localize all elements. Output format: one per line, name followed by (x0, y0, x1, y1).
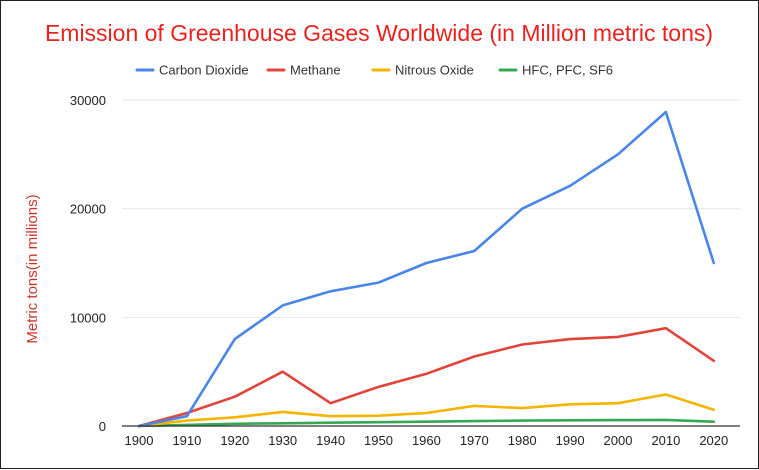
legend-item[interactable]: Nitrous Oxide (371, 63, 474, 78)
series-line-methane (137, 326, 716, 428)
y-axis-label: Metric tons(in millions) (24, 194, 41, 343)
data-point (376, 385, 380, 389)
gridlines (122, 99, 740, 318)
data-point (568, 184, 572, 188)
data-point (233, 422, 237, 426)
legend-item[interactable]: Carbon Dioxide (135, 63, 249, 78)
data-point (472, 249, 476, 253)
data-point (568, 418, 572, 422)
data-point (568, 337, 572, 341)
data-point (616, 335, 620, 339)
data-point (520, 406, 524, 410)
y-tick-label: 10000 (70, 310, 106, 325)
legend-label: Nitrous Oxide (395, 63, 474, 78)
data-point (472, 419, 476, 423)
x-tick-label: 1940 (316, 433, 345, 448)
data-point (233, 395, 237, 399)
data-point (424, 261, 428, 265)
data-point (328, 414, 332, 418)
data-point (616, 152, 620, 156)
data-point (520, 207, 524, 211)
data-point (376, 420, 380, 424)
data-point (185, 414, 189, 418)
data-point (616, 401, 620, 405)
data-point (664, 392, 668, 396)
y-tick-label: 30000 (70, 93, 106, 108)
x-tick-label: 1980 (508, 433, 537, 448)
data-point (664, 326, 668, 330)
series-line-carbon-dioxide (137, 110, 716, 428)
data-point (376, 414, 380, 418)
x-tick-label: 1920 (220, 433, 249, 448)
y-axis-ticks: 0 10000 20000 30000 (70, 93, 106, 434)
x-tick-label: 2010 (651, 433, 680, 448)
data-point (328, 421, 332, 425)
y-tick-label: 20000 (70, 202, 106, 217)
x-tick-label: 1950 (364, 433, 393, 448)
data-point (712, 420, 716, 424)
legend-label: Carbon Dioxide (159, 63, 249, 78)
series-line-hfc-pfc-sf6 (137, 418, 716, 428)
data-point (233, 415, 237, 419)
x-tick-label: 2020 (699, 433, 728, 448)
data-point (664, 110, 668, 114)
x-tick-label: 1970 (460, 433, 489, 448)
y-tick-label: 0 (99, 419, 106, 434)
data-point (712, 261, 716, 265)
data-point (424, 372, 428, 376)
data-point (185, 418, 189, 422)
x-tick-label: 1910 (172, 433, 201, 448)
data-point (281, 303, 285, 307)
x-tick-label: 1900 (125, 433, 154, 448)
legend-label: HFC, PFC, SF6 (522, 63, 613, 78)
data-point (472, 354, 476, 358)
data-point (520, 418, 524, 422)
data-point (424, 420, 428, 424)
data-point (664, 418, 668, 422)
series-line-nitrous-oxide (137, 393, 716, 428)
data-point (568, 402, 572, 406)
x-tick-label: 2000 (604, 433, 633, 448)
legend-item[interactable]: HFC, PFC, SF6 (498, 63, 613, 78)
data-point (712, 359, 716, 363)
data-point (281, 421, 285, 425)
data-point (472, 404, 476, 408)
data-point (616, 418, 620, 422)
legend: Carbon Dioxide Methane Nitrous Oxide HFC, P… (135, 63, 613, 78)
series-lines (137, 110, 716, 428)
legend-label: Methane (290, 63, 341, 78)
data-point (281, 410, 285, 414)
x-tick-label: 1930 (268, 433, 297, 448)
data-point (376, 280, 380, 284)
data-point (233, 337, 237, 341)
data-point (424, 411, 428, 415)
data-point (281, 370, 285, 374)
data-point (712, 408, 716, 412)
x-tick-label: 1960 (412, 433, 441, 448)
data-point (328, 289, 332, 293)
chart-title: Emission of Greenhouse Gases Worldwide (… (45, 20, 713, 46)
legend-item[interactable]: Methane (266, 63, 341, 78)
data-point (520, 342, 524, 346)
data-point (328, 401, 332, 405)
x-axis-ticks: 1900 1910 1920 1930 1940 1950 1960 1970 1980 1990… (125, 433, 729, 448)
x-tick-label: 1990 (556, 433, 585, 448)
